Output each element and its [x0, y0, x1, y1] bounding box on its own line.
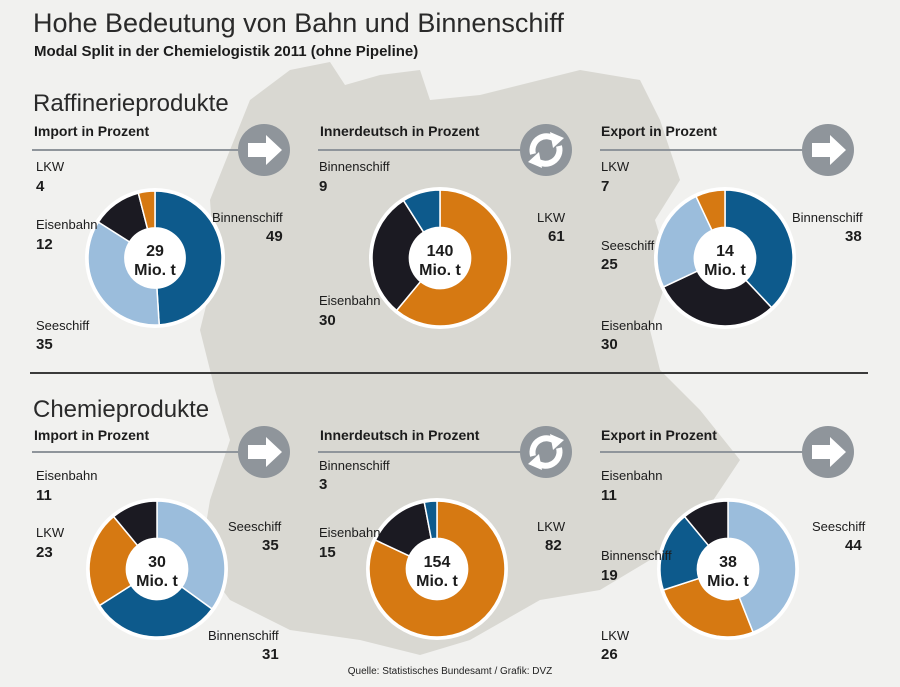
donut-total-value: 140 — [427, 243, 454, 260]
slice-value: 35 — [36, 336, 53, 353]
slice-label: LKW — [537, 519, 566, 534]
slice-value: 23 — [36, 544, 53, 561]
donut-hole — [697, 538, 759, 600]
right-arrow-icon — [802, 426, 854, 478]
donut-total-unit: Mio. t — [134, 262, 176, 279]
chart-heading: Export in Prozent — [601, 427, 717, 443]
slice-label: Eisenbahn — [319, 293, 380, 308]
section-title-raffinerie: Raffinerieprodukte — [33, 90, 229, 117]
slice-value: 35 — [262, 537, 279, 554]
slice-label: Eisenbahn — [36, 217, 97, 232]
donut-total-value: 154 — [424, 554, 451, 571]
chart-heading: Innerdeutsch in Prozent — [320, 123, 480, 139]
slice-label: LKW — [36, 525, 65, 540]
donut-hole — [126, 538, 188, 600]
slice-label: LKW — [537, 210, 566, 225]
donut-total-unit: Mio. t — [707, 573, 749, 590]
pie-slice-eisenbahn — [683, 500, 729, 547]
slice-value: 30 — [319, 312, 336, 329]
slice-label: LKW — [36, 159, 65, 174]
slice-value: 44 — [845, 537, 862, 554]
slice-label: Binnenschiff — [208, 628, 279, 643]
slice-value: 19 — [601, 567, 618, 584]
donut-hole — [694, 227, 756, 289]
slice-value: 38 — [845, 228, 862, 245]
donut-chart-6: Seeschiff 44 LKW 26 Binnenschiff 19 Eisenbahn 1… — [600, 426, 866, 663]
donut-chart-5: LKW 82 Eisenbahn 15 Binnenschiff 3 154 Mio. t — [318, 426, 572, 640]
section-divider — [30, 372, 868, 374]
chart-subtitle: Modal Split in der Chemielogistik 2011 (… — [34, 43, 419, 60]
slice-value: 49 — [266, 228, 283, 245]
chart-title: Hohe Bedeutung von Bahn und Binnenschiff — [33, 8, 564, 38]
donut-total-unit: Mio. t — [136, 573, 178, 590]
donut-total-value: 38 — [719, 554, 737, 571]
slice-value: 11 — [36, 487, 52, 504]
donut-chart-4: Seeschiff 35 Binnenschiff 31 LKW 23 Eisenbahn 1… — [32, 426, 290, 663]
slice-label: Binnenschiff — [601, 548, 672, 563]
slice-value: 82 — [545, 537, 562, 554]
pie-slice-eisenbahn — [112, 500, 158, 547]
donut-total-value: 30 — [148, 554, 166, 571]
slice-label: Eisenbahn — [601, 318, 662, 333]
slice-value: 4 — [36, 178, 45, 195]
slice-label: Binnenschiff — [212, 210, 283, 225]
cycle-arrows-icon — [520, 124, 572, 176]
chart-heading: Import in Prozent — [34, 427, 149, 443]
chart-heading: Innerdeutsch in Prozent — [320, 427, 480, 443]
slice-value: 25 — [601, 256, 618, 273]
donut-total-unit: Mio. t — [419, 262, 461, 279]
slice-label: Seeschiff — [812, 519, 866, 534]
slice-value: 15 — [319, 544, 336, 561]
slice-value: 30 — [601, 336, 618, 353]
donut-chart-2: LKW 61 Eisenbahn 30 Binnenschiff 9 140 Mio. t — [318, 124, 572, 329]
donut-total-value: 14 — [716, 243, 734, 260]
slice-label: Seeschiff — [36, 318, 90, 333]
slice-value: 7 — [601, 178, 609, 195]
slice-value: 9 — [319, 178, 327, 195]
slice-label: Seeschiff — [228, 519, 282, 534]
slice-label: LKW — [601, 159, 630, 174]
slice-label: Eisenbahn — [601, 468, 662, 483]
donut-total-value: 29 — [146, 243, 164, 260]
section-title-chemie: Chemieprodukte — [33, 396, 210, 423]
slice-value: 3 — [319, 476, 327, 493]
right-arrow-icon — [238, 426, 290, 478]
slice-label: Eisenbahn — [319, 525, 380, 540]
slice-value: 12 — [36, 236, 53, 253]
source-note: Quelle: Statistisches Bundesamt / Grafik… — [347, 666, 553, 677]
slice-label: Binnenschiff — [319, 159, 390, 174]
slice-value: 11 — [601, 487, 617, 504]
donut-total-unit: Mio. t — [416, 573, 458, 590]
chart-heading: Export in Prozent — [601, 123, 717, 139]
right-arrow-icon — [238, 124, 290, 176]
cycle-arrows-icon — [520, 426, 572, 478]
slice-label: LKW — [601, 628, 630, 643]
slice-label: Binnenschiff — [792, 210, 863, 225]
slice-value: 31 — [262, 646, 279, 663]
chart-heading: Import in Prozent — [34, 123, 149, 139]
donut-hole — [406, 538, 468, 600]
donut-hole — [124, 227, 186, 289]
donut-total-unit: Mio. t — [704, 262, 746, 279]
right-arrow-icon — [802, 124, 854, 176]
donut-chart-1: Binnenschiff 49 Seeschiff 35 Eisenbahn 12 LKW 4… — [32, 124, 290, 353]
slice-label: Binnenschiff — [319, 458, 390, 473]
donut-hole — [409, 227, 471, 289]
slice-label: Seeschiff — [601, 238, 655, 253]
donut-chart-3: Binnenschiff 38 Eisenbahn 30 Seeschiff 25 LKW 7… — [600, 124, 863, 353]
slice-value: 61 — [548, 228, 565, 245]
slice-label: Eisenbahn — [36, 468, 97, 483]
slice-value: 26 — [601, 646, 618, 663]
